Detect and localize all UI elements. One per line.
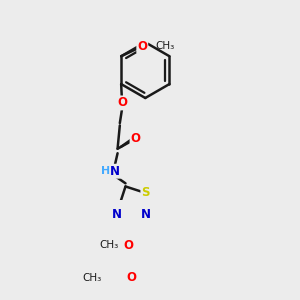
Text: N: N xyxy=(110,165,120,178)
Text: CH₃: CH₃ xyxy=(155,41,175,51)
Text: O: O xyxy=(124,239,134,252)
Text: CH₃: CH₃ xyxy=(82,273,102,283)
Text: N: N xyxy=(141,208,151,220)
Text: H: H xyxy=(101,166,110,176)
Text: O: O xyxy=(137,40,147,53)
Text: N: N xyxy=(112,208,122,220)
Text: O: O xyxy=(127,271,137,284)
Text: CH₃: CH₃ xyxy=(99,240,118,250)
Text: S: S xyxy=(141,187,150,200)
Text: O: O xyxy=(130,132,140,146)
Text: O: O xyxy=(117,96,127,110)
